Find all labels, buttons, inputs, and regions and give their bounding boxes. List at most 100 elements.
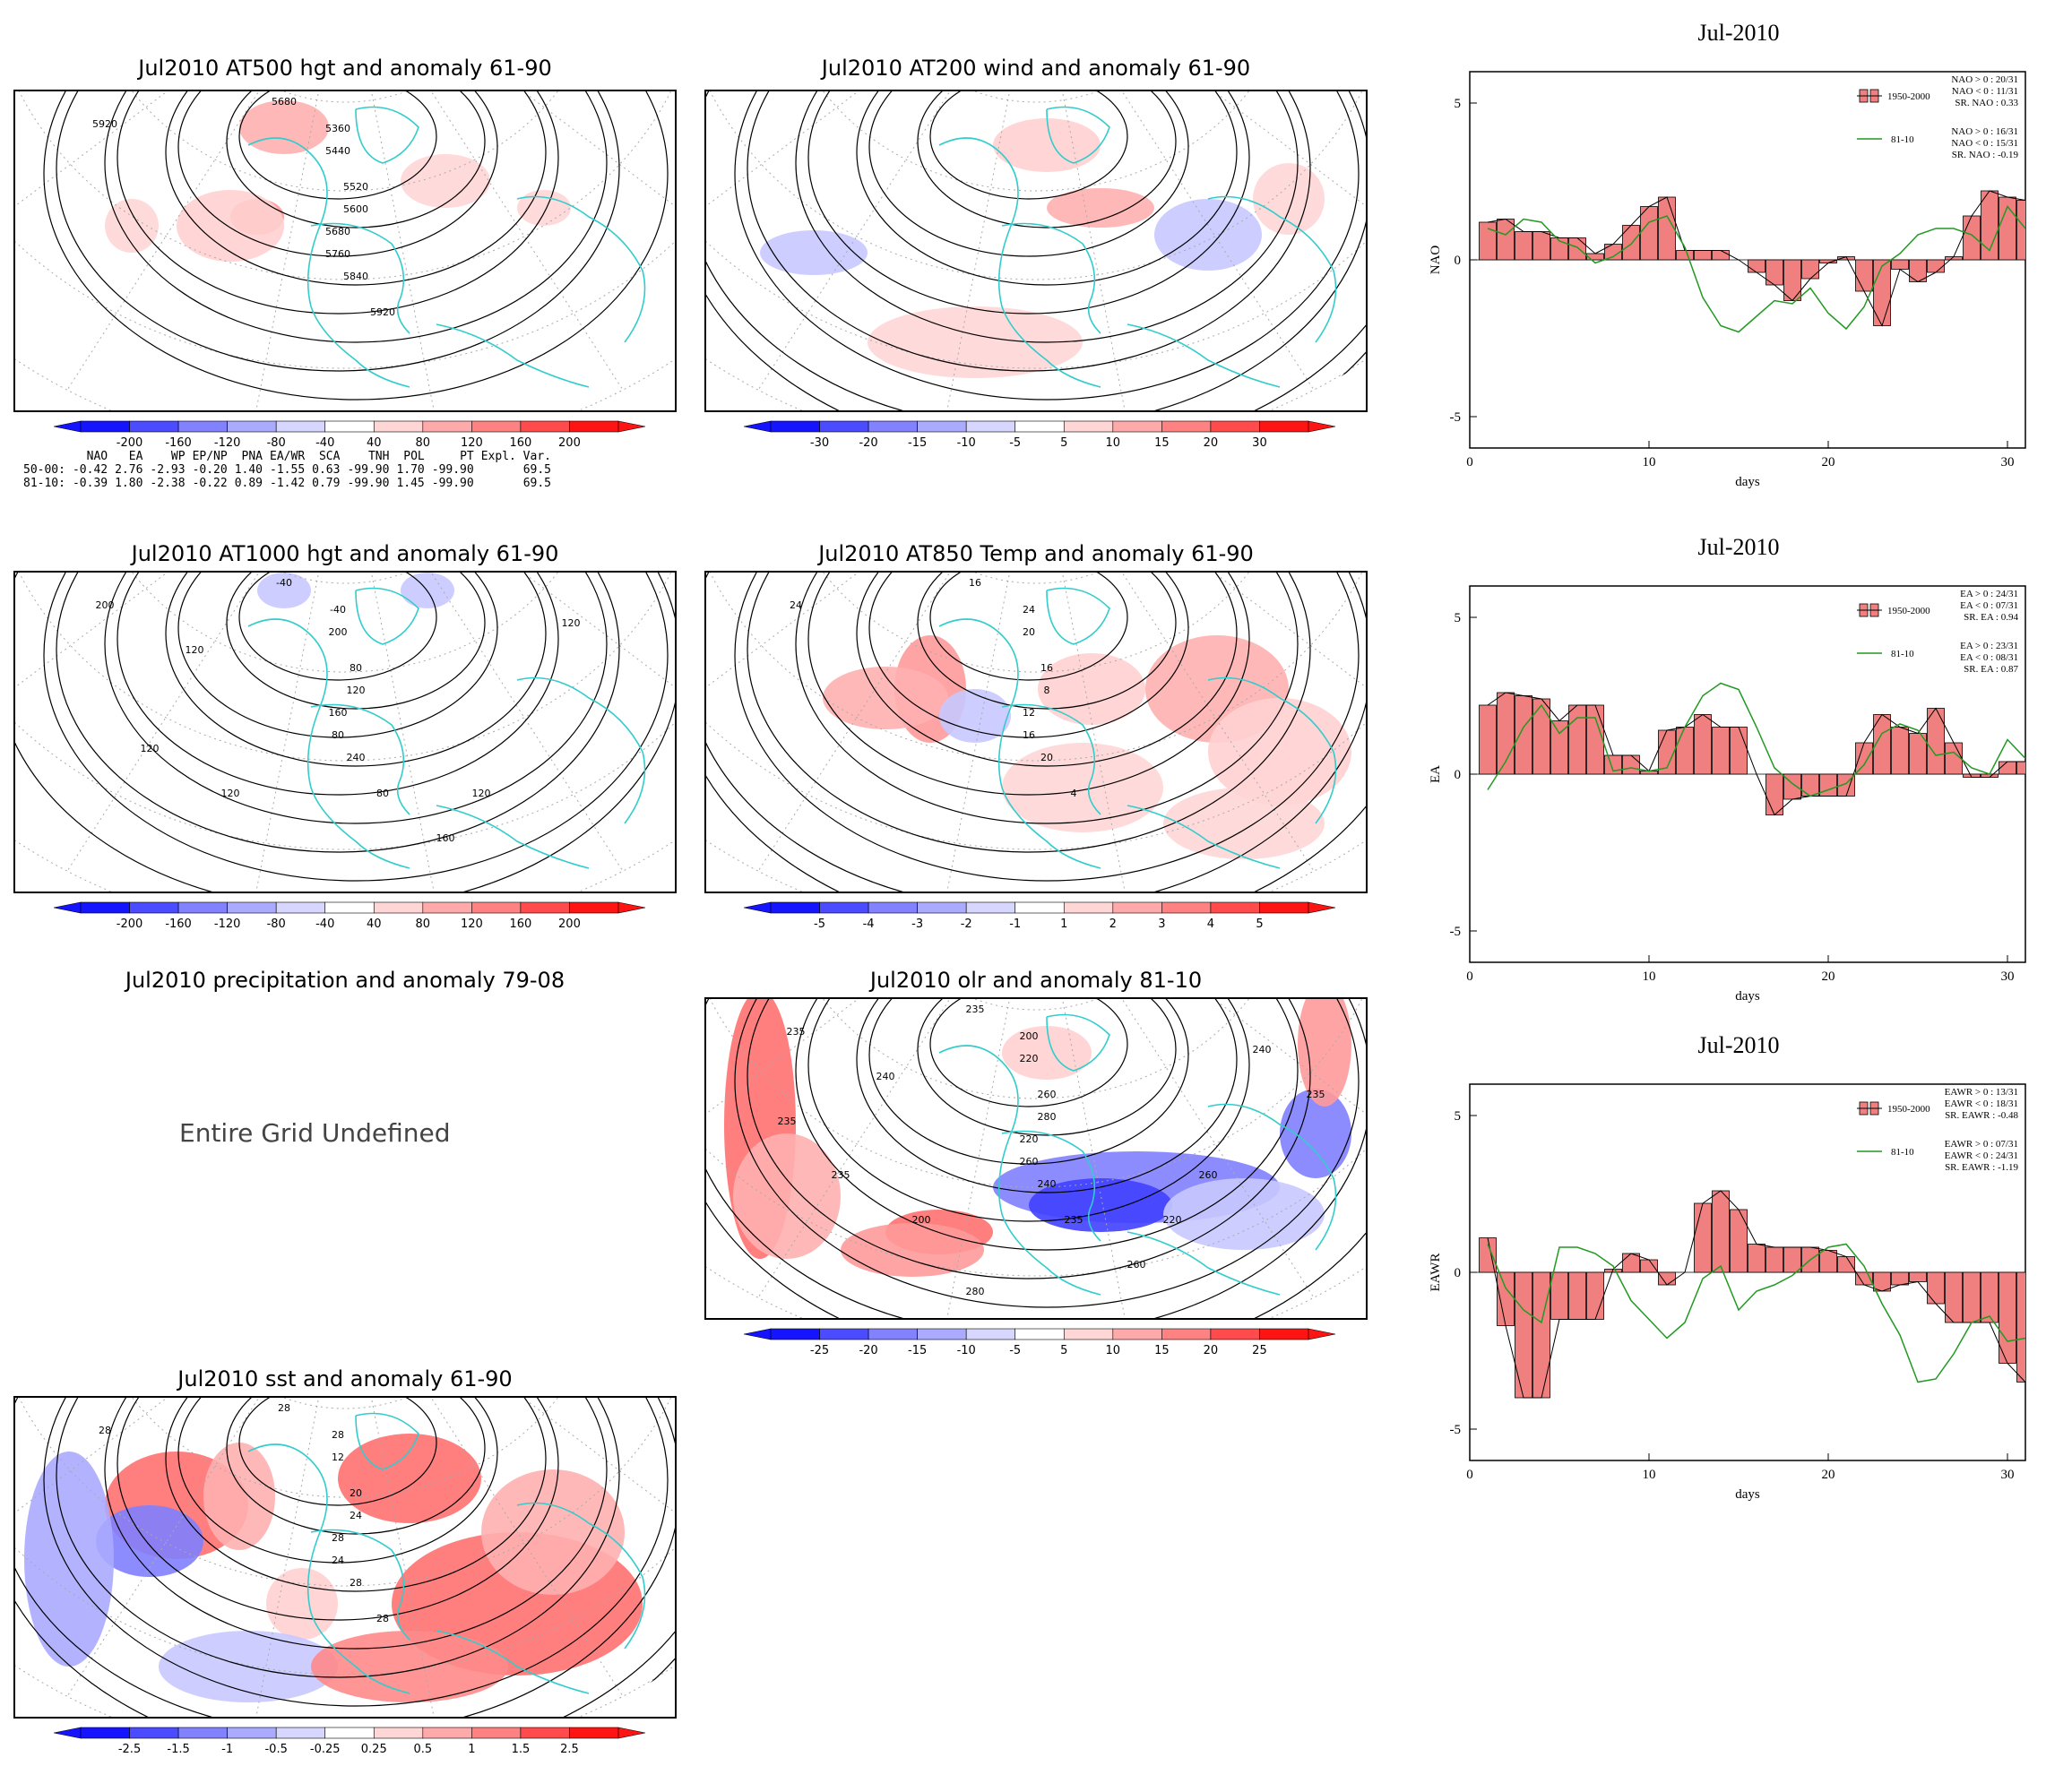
bar-1950-2000 <box>1515 231 1532 261</box>
contour-label: 200 <box>96 599 115 611</box>
contour-label: 200 <box>329 626 348 638</box>
precip-undefined-text: Entire Grid Undefined <box>179 1118 451 1148</box>
contour-label: 20 <box>1040 752 1053 763</box>
bar-1950-2000 <box>1999 761 2016 775</box>
x-tick-label: 0 <box>1466 969 1473 984</box>
colorbar-swatch <box>917 901 967 914</box>
colorbar-end-right <box>1308 1328 1336 1340</box>
contour-label: 120 <box>347 685 366 696</box>
colorbar-tick-label: 120 <box>461 436 483 450</box>
contour-line <box>795 999 1299 1251</box>
colorbar-swatch <box>373 1727 424 1739</box>
meridian-line <box>15 573 346 802</box>
anomaly-shading <box>481 1469 625 1595</box>
colorbar-end-left <box>743 1328 772 1340</box>
anomaly-shading <box>733 1133 841 1259</box>
colorbar-swatch <box>1014 1328 1065 1340</box>
colorbar-swatch <box>1063 1328 1114 1340</box>
bar-1950-2000 <box>1676 250 1694 261</box>
latitude-circle <box>183 573 507 584</box>
colorbar-swatch <box>770 420 820 433</box>
y-axis-label: NAO <box>1429 246 1443 275</box>
coastline <box>938 137 1101 388</box>
bar-1950-2000 <box>1855 259 1873 292</box>
legend-stat-81-10: SR. NAO : -0.19 <box>1952 150 2019 160</box>
colorbar-at200: -30 -20 -15 -10 -5 5 10 15 20 30 <box>743 418 1336 453</box>
colorbar-swatch <box>1161 1328 1212 1340</box>
map-sst-svg: 28 28 12 20 24 28 24 28 28 28 <box>15 1398 675 1717</box>
index-cell: 0.63 <box>312 463 341 477</box>
x-tick-label: 10 <box>1643 1468 1656 1482</box>
colorbar-tick-label: -40 <box>315 918 334 931</box>
bar-trace-line <box>1487 692 2025 816</box>
ts-title-nao: Jul-2010 <box>1697 20 1780 46</box>
colorbar-end-left <box>743 420 772 433</box>
bar-1950-2000 <box>1819 1250 1837 1273</box>
coastline <box>247 137 410 388</box>
anomaly-shading <box>1002 743 1163 832</box>
bar-1950-2000 <box>2016 200 2025 261</box>
bar-1950-2000 <box>1783 1246 1801 1273</box>
map-title-at1000: Jul2010 AT1000 hgt and anomaly 61-90 <box>131 541 559 566</box>
contour-label: -40 <box>330 604 346 616</box>
colorbar-end-left <box>53 901 82 914</box>
colorbar-swatch <box>965 420 1016 433</box>
contour-label: 16 <box>1040 662 1053 674</box>
index-cell: -0.20 <box>192 463 228 477</box>
index-header: SCA <box>318 450 341 463</box>
bar-1950-2000 <box>1497 1271 1515 1326</box>
index-table-row: 81-10: -0.39 1.80 -2.38 -0.22 0.89 -1.42… <box>20 477 555 490</box>
contour-label: 220 <box>1020 1053 1039 1064</box>
anomaly-shading <box>96 1505 203 1577</box>
colorbar-tick-label: 5 <box>1060 1344 1067 1357</box>
colorbar-swatch <box>275 420 326 433</box>
contour-label: 5360 <box>325 123 350 134</box>
legend-stat-1950-2000: EAWR > 0 : 13/31 <box>1945 1087 2018 1098</box>
colorbar-swatch <box>1112 420 1162 433</box>
colorbar-swatch <box>129 1727 179 1739</box>
latitude-circle <box>775 999 1297 1099</box>
latitude-circle <box>874 573 1198 584</box>
index-cell: -99.90 <box>347 477 390 490</box>
index-header: EA/WR <box>270 450 306 463</box>
colorbar-swatch <box>80 420 130 433</box>
bar-1950-2000 <box>1945 1271 1963 1323</box>
colorbar-swatch <box>373 420 424 433</box>
colorbar-end-left <box>743 901 772 914</box>
contour-label: 80 <box>332 729 344 741</box>
colorbar-tick-label: -120 <box>214 918 241 931</box>
contour-label: 16 <box>1023 729 1035 741</box>
coastline <box>355 106 419 164</box>
legend-stat-1950-2000: EAWR < 0 : 18/31 <box>1945 1098 2018 1109</box>
bar-1950-2000 <box>1963 215 1981 261</box>
anomaly-shading <box>939 689 1011 743</box>
colorbar-tick-label: 0.25 <box>361 1743 387 1756</box>
bar-1950-2000 <box>1586 253 1604 261</box>
map-title-at850: Jul2010 AT850 Temp and anomaly 61-90 <box>818 541 1254 566</box>
contour-label: 24 <box>332 1555 344 1566</box>
bar-1950-2000 <box>1479 221 1497 261</box>
bar-1950-2000 <box>1730 1209 1748 1273</box>
colorbar-swatch <box>868 420 918 433</box>
map-at200-svg <box>706 91 1366 410</box>
bar-1950-2000 <box>1532 698 1550 775</box>
x-tick-label: 30 <box>2001 1468 2015 1482</box>
legend-label-line: 81-10 <box>1891 1147 1914 1158</box>
contour-line <box>856 573 1238 767</box>
contour-line <box>868 999 1189 1165</box>
bar-1950-2000 <box>1694 1202 1712 1273</box>
colorbar-swatch <box>373 901 424 914</box>
anomaly-shading <box>1298 999 1351 1107</box>
x-tick-label: 20 <box>1822 969 1835 984</box>
meridian-line <box>344 91 675 151</box>
contour-line <box>917 91 1177 228</box>
contour-label: 235 <box>778 1116 797 1127</box>
colorbar-swatch <box>471 420 522 433</box>
map-title-at200: Jul2010 AT200 wind and anomaly 61-90 <box>821 56 1251 81</box>
colorbar-swatch <box>770 901 820 914</box>
contour-line <box>734 91 1360 401</box>
coastline <box>355 587 419 645</box>
index-cell: -0.39 <box>72 477 108 490</box>
x-axis-label: days <box>1735 1487 1760 1502</box>
colorbar-tick-label: -5 <box>1009 436 1021 450</box>
